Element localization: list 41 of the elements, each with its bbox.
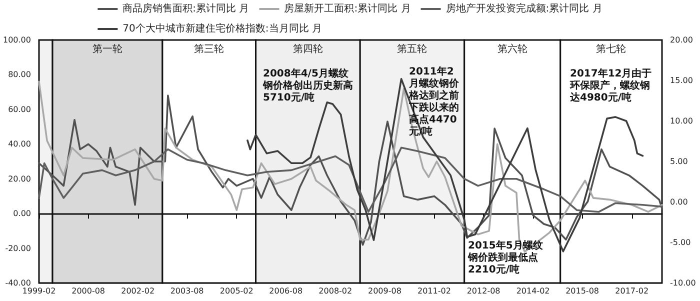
x-tick-label: 2003-08 <box>170 286 204 296</box>
y2-tick-label: 10.00 <box>670 116 693 126</box>
legend-label: 房地产开发投资完成额:累计同比 月 <box>446 2 602 14</box>
x-tick-label: 2009-08 <box>368 286 402 296</box>
x-tick-label: 1999-02 <box>22 286 56 296</box>
x-tick-label: 2000-08 <box>72 286 106 296</box>
x-tick-label: 2006-08 <box>269 286 303 296</box>
band-label: 第四轮 <box>292 42 323 55</box>
y-tick-label: 20.00 <box>8 174 31 184</box>
y-tick-label: -40.00 <box>5 278 31 288</box>
band-label: 第六轮 <box>497 42 528 55</box>
y2-tick-label: -10.00 <box>670 278 696 288</box>
annotation: 2008年4/5月螺纹钢价格创出历史新高5710元/吨 <box>262 68 353 104</box>
legend-label: 70个大中城市新建住宅价格指数:当月同比 月 <box>122 22 322 34</box>
band-label: 第七轮 <box>596 42 626 55</box>
y-tick-label: -20.00 <box>5 244 31 253</box>
x-tick-label: 2008-02 <box>318 286 352 296</box>
x-tick-label: 2015-08 <box>566 286 600 296</box>
band-label: 第一轮 <box>92 42 122 55</box>
band-label: 第五轮 <box>397 42 428 55</box>
x-tick-label: 2002-02 <box>121 286 155 296</box>
y-tick-label: 100.00 <box>2 36 31 44</box>
y2-tick-label: 0.00 <box>670 198 688 206</box>
annotation: 2017年12月由于环保限产，螺纹钢达4980元/吨 <box>569 68 652 104</box>
y2-tick-label: 5.00 <box>670 157 688 166</box>
annotation: 2015年5月螺纹钢价跌到最低点2210元/吨 <box>467 240 543 276</box>
legend-label: 房屋新开工面积:累计同比 月 <box>284 2 411 14</box>
band-label: 第三轮 <box>194 42 224 55</box>
x-tick-label: 2012-08 <box>466 286 500 296</box>
x-tick-label: 2011-02 <box>418 286 451 296</box>
legend-label: 商品房销售面积:累计同比 月 <box>122 2 250 14</box>
y2-tick-label: 20.00 <box>670 36 693 44</box>
x-tick-label: 2017-02 <box>615 286 649 296</box>
y-tick-label: 40.00 <box>8 140 31 149</box>
x-tick-label: 2014-02 <box>516 286 550 296</box>
y-tick-label: 60.00 <box>8 104 31 114</box>
x-tick-label: 2005-02 <box>220 286 254 296</box>
y2-tick-label: 15.00 <box>670 76 693 85</box>
y-tick-label: 0.00 <box>13 209 31 218</box>
y2-tick-label: -5.00 <box>670 238 691 247</box>
y-tick-label: 80.00 <box>8 70 31 80</box>
